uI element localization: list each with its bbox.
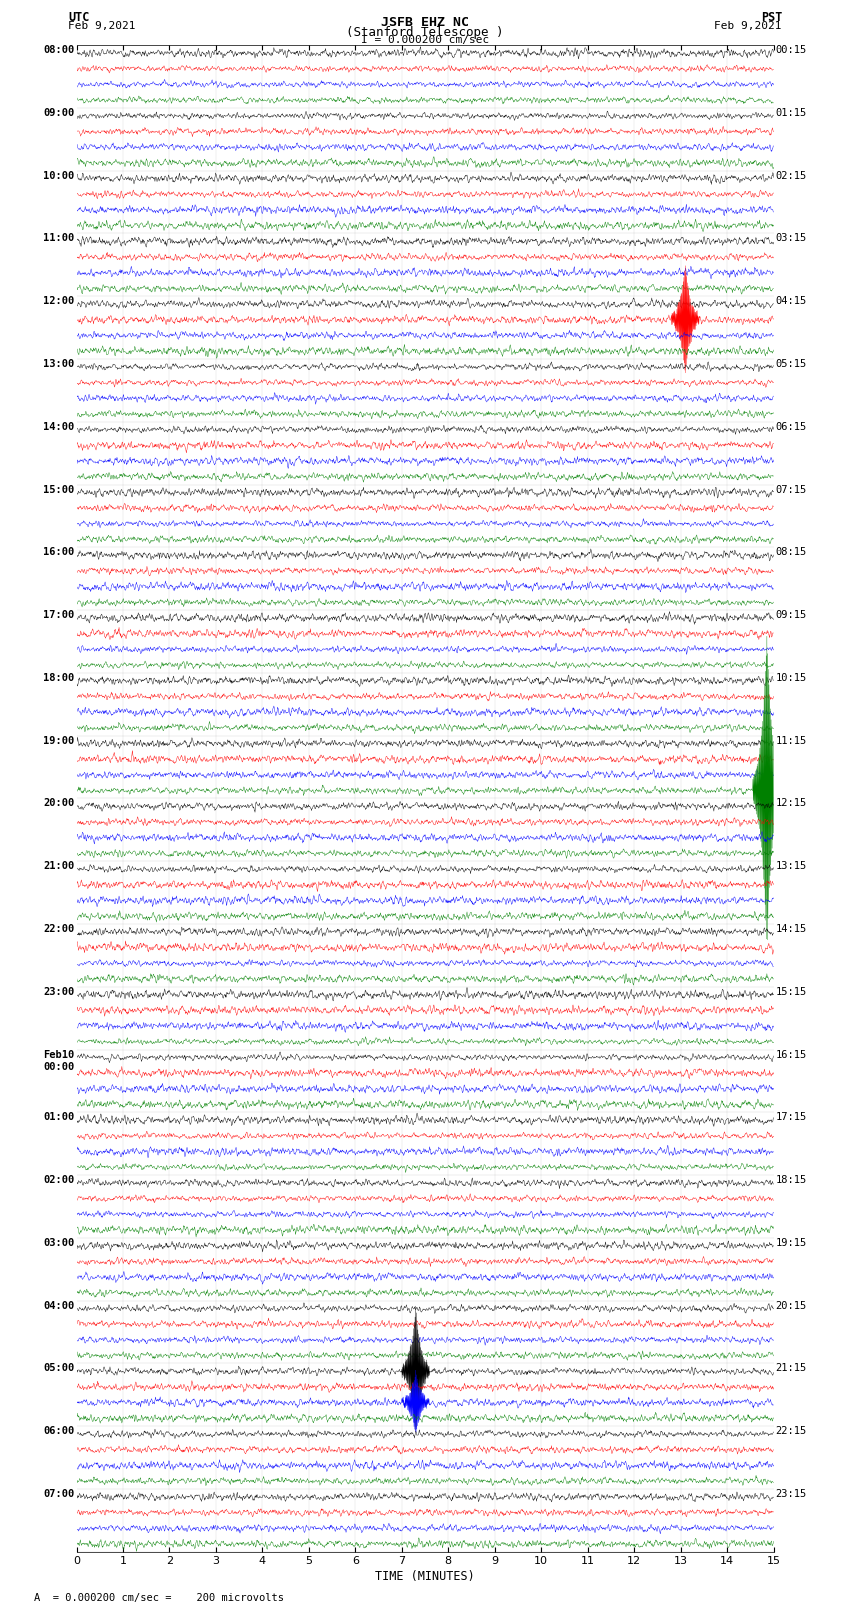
Text: 08:00: 08:00 xyxy=(43,45,75,55)
Text: 04:15: 04:15 xyxy=(775,297,807,306)
Text: 15:15: 15:15 xyxy=(775,987,807,997)
Text: 15:00: 15:00 xyxy=(43,484,75,495)
Text: PST: PST xyxy=(761,11,782,24)
X-axis label: TIME (MINUTES): TIME (MINUTES) xyxy=(375,1569,475,1582)
Text: 12:15: 12:15 xyxy=(775,798,807,808)
Text: 21:00: 21:00 xyxy=(43,861,75,871)
Text: 23:00: 23:00 xyxy=(43,987,75,997)
Text: 03:15: 03:15 xyxy=(775,234,807,244)
Text: 20:15: 20:15 xyxy=(775,1300,807,1311)
Text: 13:00: 13:00 xyxy=(43,360,75,369)
Text: 17:00: 17:00 xyxy=(43,610,75,619)
Text: 19:15: 19:15 xyxy=(775,1237,807,1248)
Text: 09:15: 09:15 xyxy=(775,610,807,619)
Text: 13:15: 13:15 xyxy=(775,861,807,871)
Text: Feb 9,2021: Feb 9,2021 xyxy=(715,21,782,31)
Text: 23:15: 23:15 xyxy=(775,1489,807,1498)
Text: 01:15: 01:15 xyxy=(775,108,807,118)
Text: 08:15: 08:15 xyxy=(775,547,807,558)
Text: 14:00: 14:00 xyxy=(43,421,75,432)
Text: Feb10: Feb10 xyxy=(43,1050,75,1060)
Text: JSFB EHZ NC: JSFB EHZ NC xyxy=(381,16,469,29)
Text: 03:00: 03:00 xyxy=(43,1237,75,1248)
Text: 05:00: 05:00 xyxy=(43,1363,75,1373)
Text: 00:15: 00:15 xyxy=(775,45,807,55)
Text: 18:15: 18:15 xyxy=(775,1174,807,1186)
Text: A  = 0.000200 cm/sec =    200 microvolts: A = 0.000200 cm/sec = 200 microvolts xyxy=(34,1594,284,1603)
Text: 05:15: 05:15 xyxy=(775,360,807,369)
Text: 19:00: 19:00 xyxy=(43,736,75,745)
Text: 10:00: 10:00 xyxy=(43,171,75,181)
Text: 06:15: 06:15 xyxy=(775,421,807,432)
Text: 11:00: 11:00 xyxy=(43,234,75,244)
Text: (Stanford Telescope ): (Stanford Telescope ) xyxy=(346,26,504,39)
Text: 00:00: 00:00 xyxy=(43,1061,75,1071)
Text: UTC: UTC xyxy=(68,11,89,24)
Text: 17:15: 17:15 xyxy=(775,1113,807,1123)
Text: 22:15: 22:15 xyxy=(775,1426,807,1436)
Text: 21:15: 21:15 xyxy=(775,1363,807,1373)
Text: 07:15: 07:15 xyxy=(775,484,807,495)
Text: Feb 9,2021: Feb 9,2021 xyxy=(68,21,135,31)
Text: 10:15: 10:15 xyxy=(775,673,807,682)
Text: 01:00: 01:00 xyxy=(43,1113,75,1123)
Text: 16:00: 16:00 xyxy=(43,547,75,558)
Text: 06:00: 06:00 xyxy=(43,1426,75,1436)
Text: 02:00: 02:00 xyxy=(43,1174,75,1186)
Text: 16:15: 16:15 xyxy=(775,1050,807,1060)
Text: 07:00: 07:00 xyxy=(43,1489,75,1498)
Text: 12:00: 12:00 xyxy=(43,297,75,306)
Text: 14:15: 14:15 xyxy=(775,924,807,934)
Text: 09:00: 09:00 xyxy=(43,108,75,118)
Text: 22:00: 22:00 xyxy=(43,924,75,934)
Text: 04:00: 04:00 xyxy=(43,1300,75,1311)
Text: I = 0.000200 cm/sec: I = 0.000200 cm/sec xyxy=(361,35,489,45)
Text: 20:00: 20:00 xyxy=(43,798,75,808)
Text: 18:00: 18:00 xyxy=(43,673,75,682)
Text: 02:15: 02:15 xyxy=(775,171,807,181)
Text: 11:15: 11:15 xyxy=(775,736,807,745)
